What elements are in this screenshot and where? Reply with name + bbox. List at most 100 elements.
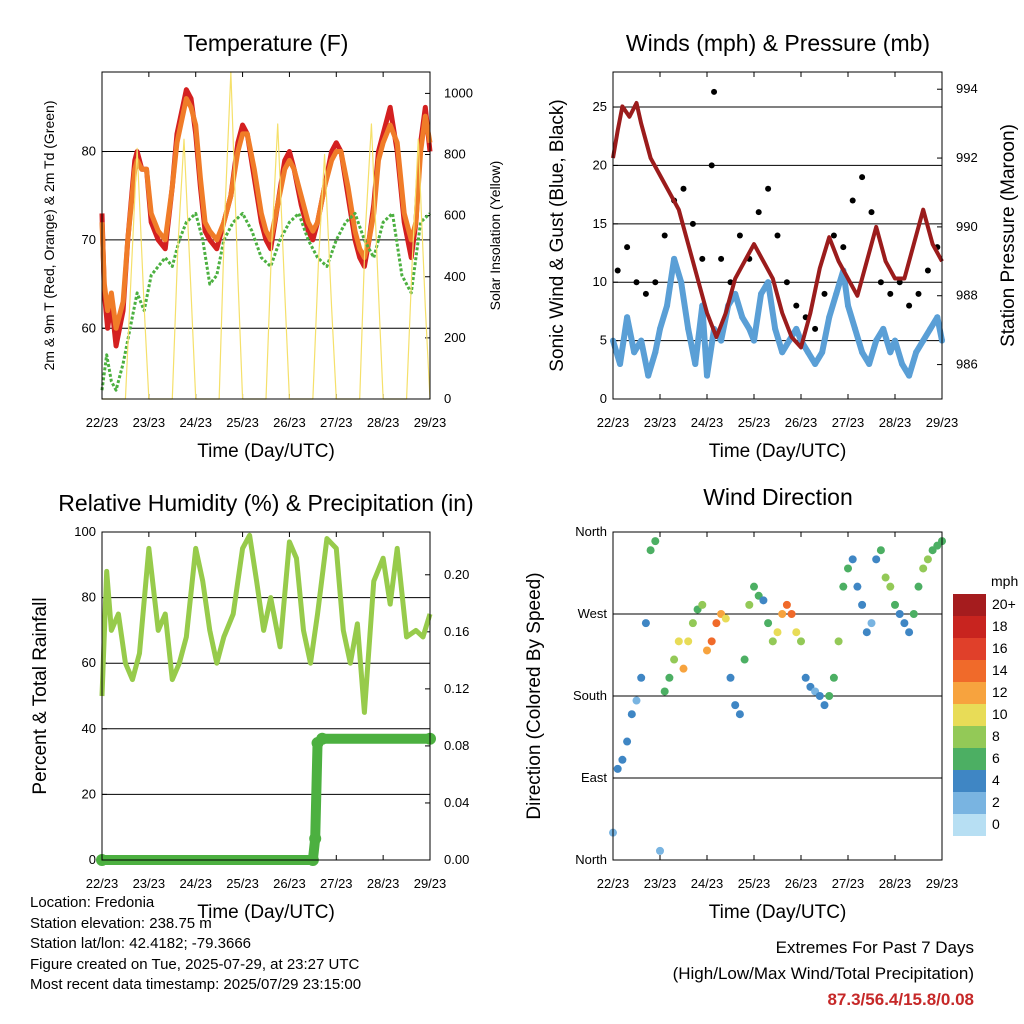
panel2-y2-tick-label: 990	[956, 219, 978, 234]
station-info: Location: Fredonia Station elevation: 23…	[30, 893, 361, 996]
panel4-direction-point	[862, 628, 871, 637]
panel4-direction-point	[778, 610, 787, 618]
panel2-series-group	[610, 88, 945, 379]
panel4-direction-point	[627, 710, 636, 719]
panel2-y-tick-label: 5	[600, 333, 607, 348]
panel2-wind-point	[685, 325, 692, 332]
panel2-gust-point	[755, 209, 762, 216]
panel2-wind-point	[899, 360, 906, 367]
panel4-colorbar-swatch	[953, 616, 986, 638]
panel2-gust-point	[661, 232, 668, 239]
panel4-direction-point	[679, 664, 688, 673]
panel2-x-tick-label: 24/23	[691, 415, 724, 430]
panel4-direction-point	[886, 582, 895, 591]
panel2-gust-point	[915, 290, 922, 297]
panel2-wind-point	[657, 325, 663, 332]
panel4-direction-point	[688, 619, 697, 628]
panel3-y-tick-label: 60	[82, 655, 96, 670]
panel1-series-line	[100, 211, 432, 392]
panel2-y-tick-label: 20	[593, 157, 607, 172]
panel2-gust-point	[689, 220, 696, 227]
panel1-x-tick-label: 23/23	[133, 415, 166, 430]
panel2-wind-point	[692, 360, 699, 367]
panel2-title: Winds (mph) & Pressure (mb)	[626, 30, 930, 56]
panel3-y2-tick-label: 0.04	[444, 795, 469, 810]
panel2-wind-point	[866, 360, 873, 367]
panel2-wind-point	[779, 349, 786, 356]
panel4-direction-point	[905, 628, 914, 637]
panel4-direction-point	[656, 846, 664, 855]
panel4-direction-point	[801, 673, 810, 682]
station-elevation: Station elevation: 238.75 m	[30, 914, 212, 932]
panel4-x-tick-label: 22/23	[597, 876, 630, 891]
panel3-y-tick-label: 100	[74, 524, 96, 539]
panel4-direction-point	[782, 600, 791, 609]
panel2-wind-point	[631, 349, 638, 356]
panel2-x-axis-label: Time (Day/UTC)	[709, 441, 847, 462]
panel3-y-tick-label: 0	[89, 852, 96, 867]
panel4-direction-point	[731, 701, 740, 710]
panel4-direction-point	[641, 619, 650, 628]
panel3-title: Relative Humidity (%) & Precipitation (i…	[58, 490, 473, 516]
panel4-colorbar-label: 16	[992, 640, 1008, 656]
panel4-y-tick-label: West	[578, 606, 608, 621]
panel4-direction-point	[632, 696, 641, 705]
panel4-title: Wind Direction	[703, 484, 853, 510]
panel2-wind-point	[772, 325, 779, 332]
recent-timestamp: Most recent data timestamp: 2025/07/29 2…	[30, 976, 362, 993]
panel1-x-tick-label: 26/23	[273, 415, 306, 430]
panel4-colorbar-swatch	[953, 792, 986, 814]
station-latlon: Station lat/lon: 42.4182; -79.3666	[30, 935, 252, 952]
panel4-colorbar-label: 12	[992, 684, 1008, 700]
panel4-colorbar-label: 20+	[992, 596, 1016, 612]
panel2-wind-point	[927, 325, 934, 332]
panel1-y2-tick-label: 600	[444, 208, 466, 223]
panel2-gust-point	[896, 279, 903, 286]
panel4-x-tick-label: 29/23	[926, 876, 959, 891]
panel1-y2-tick-label: 0	[444, 391, 451, 406]
panel2-gust-point	[708, 162, 715, 169]
panel2-x-tick-label: 23/23	[644, 415, 677, 430]
panel3-y-tick-label: 40	[82, 721, 96, 736]
panel4-x-tick-label: 26/23	[785, 876, 818, 891]
panel4-series-group	[609, 537, 946, 855]
panel2-gust-point	[783, 279, 790, 286]
panel1-series-group	[99, 71, 433, 400]
panel2-wind-point	[664, 302, 671, 309]
panel1-y-tick-label: 70	[82, 232, 96, 247]
panel4-colorbar-swatch	[953, 770, 986, 792]
panel2-gust-point	[711, 88, 718, 95]
panel4-direction-point	[721, 614, 730, 623]
panel2-y-tick-label: 25	[593, 99, 607, 114]
panel2-wind-point	[751, 337, 757, 344]
panel4-direction-point	[867, 619, 876, 628]
panel4-colorbar-label: 4	[992, 772, 1000, 788]
panel4-direction-point	[792, 628, 801, 637]
panel4-colorbar-label: 8	[992, 728, 1000, 744]
panel2-y2-tick-label: 986	[956, 357, 978, 372]
panel2-wind-point	[805, 349, 812, 356]
panel2-wind-point	[934, 314, 941, 321]
panel2-y2-axis-label: Station Pressure (Maroon)	[998, 124, 1019, 347]
panel4-direction-point	[623, 737, 632, 746]
panel2-gust-point	[736, 232, 743, 239]
panel3-y-tick-label: 80	[82, 590, 96, 605]
panel4-direction-point	[839, 582, 848, 591]
panel2-wind-point	[739, 314, 746, 321]
panel4-x-axis-label: Time (Day/UTC)	[709, 902, 847, 923]
panel4-colorbar-label: 14	[992, 662, 1008, 678]
panel1-y2-tick-label: 400	[444, 269, 466, 284]
panel4-direction-point	[764, 619, 773, 628]
panel3-rh-line	[99, 532, 433, 715]
panel4-direction-point	[768, 637, 777, 646]
panel1-x-tick-label: 22/23	[86, 415, 119, 430]
panel1-y-tick-label: 80	[82, 144, 96, 159]
panel4-direction-point	[660, 687, 669, 696]
figure-created: Figure created on Tue, 2025-07-29, at 23…	[30, 955, 360, 973]
panel3-y-axis-label: Percent & Total Rainfall	[30, 597, 51, 794]
panel1-x-tick-label: 29/23	[414, 415, 447, 430]
panel4-colorbar-swatch	[953, 660, 986, 682]
panel2-gust-point	[887, 290, 894, 297]
panel4-direction-point	[834, 637, 843, 646]
